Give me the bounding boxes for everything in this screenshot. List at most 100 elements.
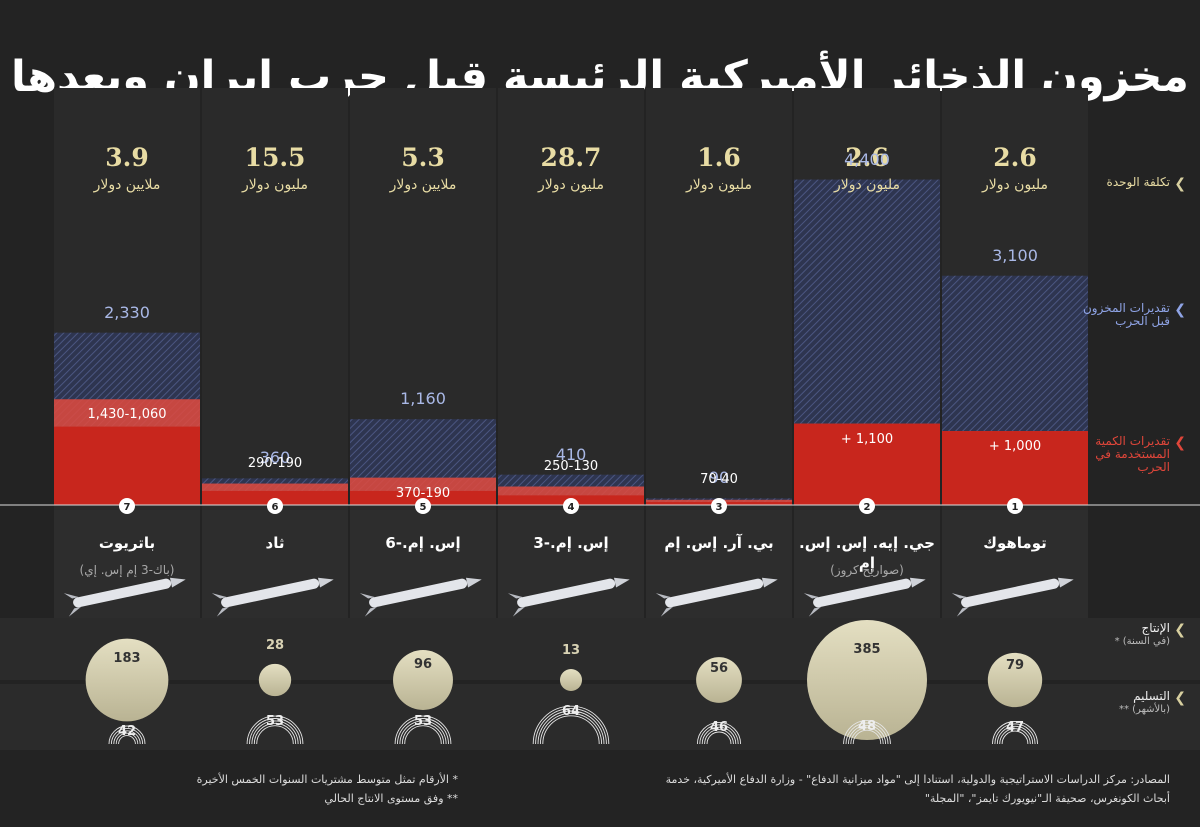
missile-body bbox=[665, 578, 764, 608]
missile-icon bbox=[951, 577, 1074, 617]
delivery-arc bbox=[696, 721, 742, 745]
rank-number: 7 bbox=[124, 502, 131, 513]
rank-number: 4 bbox=[568, 502, 575, 513]
legend-used-label: تقديرات الكمية المستخدمة في الحرب bbox=[1095, 434, 1170, 474]
missile-body bbox=[517, 578, 616, 608]
missile-fin bbox=[956, 606, 970, 617]
cost-value: 3.9 bbox=[105, 143, 149, 172]
delivery-arc bbox=[537, 710, 605, 745]
delivery-arc bbox=[850, 727, 884, 745]
delivery-arc bbox=[246, 715, 304, 745]
used-bar bbox=[202, 490, 348, 505]
rank-number: 1 bbox=[1012, 502, 1019, 513]
delivery-arc bbox=[399, 720, 447, 745]
used-label: 290-190 bbox=[247, 455, 303, 471]
rank-badge bbox=[119, 498, 135, 514]
stock-label: 90 bbox=[708, 468, 730, 488]
production-bubble bbox=[559, 668, 583, 692]
used-label: 1,430-1,060 bbox=[87, 407, 167, 423]
missile-icon bbox=[63, 577, 186, 617]
missile-nose bbox=[169, 577, 186, 588]
delivery-arc bbox=[843, 720, 891, 745]
rank-number: 6 bbox=[272, 502, 279, 513]
rank-badge bbox=[415, 498, 431, 514]
weapon-name: ثاد bbox=[265, 534, 285, 552]
missile-body bbox=[221, 578, 320, 608]
weapon-name: إس. إم.-6 bbox=[385, 534, 461, 552]
stock-label: 410 bbox=[555, 444, 587, 464]
missile-body bbox=[73, 578, 172, 608]
production-value: 79 bbox=[1005, 658, 1025, 674]
footnote-2: ** وفق مستوى الانتاج الحالي bbox=[324, 792, 458, 805]
delivery-arc bbox=[539, 713, 603, 745]
missile-body bbox=[961, 578, 1060, 608]
legend-unit-cost-label: تكلفة الوحدة bbox=[1106, 175, 1170, 189]
delivery-arc bbox=[701, 726, 737, 745]
delivery-arc bbox=[397, 718, 449, 745]
weapon-subtitle: (باك-3 إم إس. إي) bbox=[79, 563, 175, 577]
cost-value: 5.3 bbox=[401, 143, 445, 172]
missile-nose bbox=[613, 577, 630, 588]
delivery-arc bbox=[852, 729, 882, 745]
rank-badge bbox=[563, 498, 579, 514]
missile-fin bbox=[808, 606, 822, 617]
cost-unit: مليون دولار bbox=[981, 177, 1049, 193]
legend-production-note: (في السنة) * bbox=[1114, 636, 1170, 647]
missile-fin bbox=[211, 593, 228, 599]
stock-label: 4,400 bbox=[844, 149, 890, 169]
legend-unit-cost: ❯ تكلفة الوحدة bbox=[1070, 175, 1186, 192]
missile-fin bbox=[507, 593, 524, 599]
chevron-right-icon: ❯ bbox=[1174, 435, 1186, 451]
missile-nose bbox=[317, 577, 334, 588]
delivery-value: 46 bbox=[709, 720, 729, 736]
delivery-arc bbox=[706, 731, 732, 745]
legend-used: ❯ تقديرات الكمية المستخدمة في الحرب bbox=[1070, 434, 1186, 474]
sources-line-2: أبحاث الكونغرس، صحيفة الـ"نيويورك تايمز"… bbox=[924, 792, 1170, 805]
missile-fin bbox=[803, 593, 820, 599]
stock-label: 3,100 bbox=[992, 245, 1038, 265]
missile-icon bbox=[359, 577, 482, 617]
delivery-value: 42 bbox=[117, 724, 137, 739]
delivery-value: 64 bbox=[561, 704, 581, 720]
missile-fin bbox=[512, 606, 526, 617]
delivery-arc bbox=[110, 728, 144, 745]
legend-stock-label: تقديرات المخزون قبل الحرب bbox=[1082, 301, 1170, 328]
delivery-arc bbox=[992, 721, 1038, 745]
sources-line-1: المصادر: مركز الدراسات الاستراتيجية والد… bbox=[665, 773, 1170, 786]
production-bubble bbox=[807, 620, 927, 740]
delivery-arc bbox=[113, 730, 141, 745]
delivery-arc bbox=[115, 732, 139, 745]
cost-unit: مليون دولار bbox=[833, 177, 901, 193]
delivery-value: 48 bbox=[857, 718, 877, 734]
delivery-value: 53 bbox=[265, 714, 285, 730]
delivery-arc bbox=[1001, 730, 1029, 745]
missile-icon bbox=[655, 577, 778, 617]
cost-value: 15.5 bbox=[244, 143, 306, 172]
missile-fin bbox=[655, 593, 672, 599]
delivery-arc bbox=[108, 725, 146, 745]
production-bubble bbox=[987, 652, 1043, 708]
weapon-name: بي. آر. إس. إم bbox=[664, 534, 774, 552]
weapon-name: باتريوت bbox=[98, 534, 156, 552]
production-value: 96 bbox=[413, 657, 433, 673]
production-bubble bbox=[258, 663, 292, 697]
used-label: 370-190 bbox=[395, 485, 451, 501]
weapon-name: إس. إم.-3 bbox=[533, 534, 609, 552]
cost-unit: ملايين دولار bbox=[389, 177, 457, 193]
delivery-arc bbox=[401, 722, 445, 745]
delivery-arc bbox=[845, 722, 889, 745]
used-bar bbox=[54, 426, 200, 505]
used-label: + 1,000 bbox=[988, 439, 1042, 455]
delivery-arc bbox=[999, 728, 1031, 745]
production-value: 183 bbox=[113, 651, 141, 667]
used-bar bbox=[794, 423, 940, 505]
rank-badge bbox=[859, 498, 875, 514]
missile-fin bbox=[63, 593, 80, 599]
delivery-arc bbox=[535, 708, 607, 745]
legend-delivery-note: (بالأشهر) ** bbox=[1118, 704, 1170, 715]
missile-nose bbox=[909, 577, 926, 588]
delivery-arc bbox=[253, 722, 297, 745]
delivery-arc bbox=[118, 735, 136, 745]
footnote-1: * الأرقام تمثل متوسط مشتريات السنوات الخ… bbox=[196, 773, 458, 786]
